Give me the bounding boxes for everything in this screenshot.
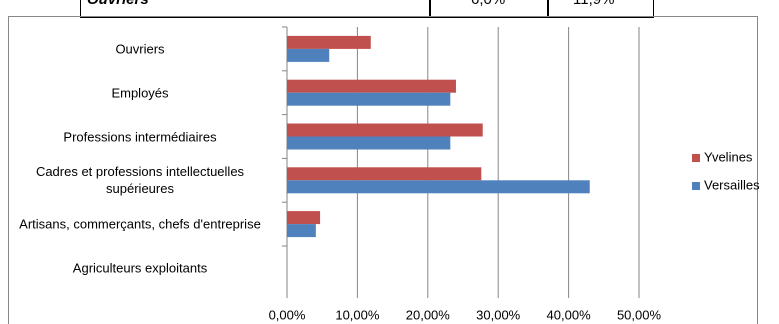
y-tick-label: Professions intermédiaires xyxy=(63,129,217,144)
bar xyxy=(287,92,451,106)
y-tick-label: Employés xyxy=(111,85,169,101)
legend-swatch xyxy=(692,154,700,162)
x-tick-label: 20,00% xyxy=(406,307,451,322)
table-cell: Ouvriers xyxy=(87,0,149,9)
bar xyxy=(287,79,456,93)
cell-border xyxy=(429,0,431,17)
table-fragment: Ouvriers 6,0% 11,9% xyxy=(80,0,654,18)
bar xyxy=(287,35,371,49)
table-cell: 6,0% xyxy=(471,0,505,9)
chart-border xyxy=(8,16,758,324)
x-tick-label: 30,00% xyxy=(476,307,521,322)
bar xyxy=(287,167,482,181)
y-tick-label: Agriculteurs exploitants xyxy=(72,260,208,276)
bar xyxy=(287,136,451,150)
bar xyxy=(287,211,321,225)
cell-border xyxy=(547,0,549,17)
legend-label: Versailles xyxy=(704,177,760,192)
y-tick-label: Artisans, commerçants, chefs d'entrepris… xyxy=(19,216,261,232)
y-tick-label: Ouvriers xyxy=(115,41,165,57)
bar xyxy=(287,180,590,194)
y-tick-label: Cadres et professions intellectuelles su… xyxy=(35,164,245,197)
x-tick-label: 10,00% xyxy=(335,307,380,322)
legend-label: Yvelines xyxy=(704,149,753,164)
table-cell: 11,9% xyxy=(573,0,614,9)
x-tick-label: 0,00% xyxy=(269,307,306,322)
legend-swatch xyxy=(692,182,700,190)
x-tick-label: 40,00% xyxy=(547,307,592,322)
bar xyxy=(287,224,316,238)
bar xyxy=(287,48,330,62)
x-tick-label: 50,00% xyxy=(617,307,662,322)
bar xyxy=(287,123,483,137)
